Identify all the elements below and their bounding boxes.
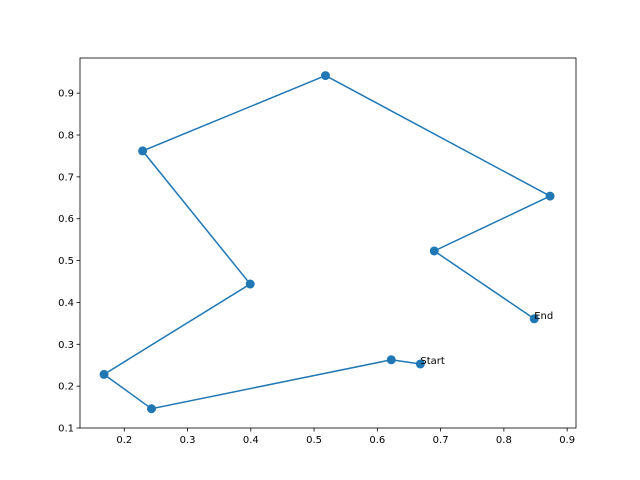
plot-area — [80, 58, 576, 428]
x-tick-label: 0.3 — [180, 435, 196, 446]
x-tick-label: 0.9 — [559, 435, 575, 446]
data-point — [146, 404, 156, 414]
y-tick-label: 0.5 — [58, 256, 74, 267]
data-point — [415, 359, 425, 369]
y-tick-label: 0.8 — [58, 131, 74, 142]
x-tick-label: 0.5 — [306, 435, 322, 446]
y-tick-label: 0.1 — [58, 424, 74, 435]
annotations: Start End — [420, 311, 553, 367]
data-point — [386, 355, 396, 365]
plot-frame — [79, 57, 577, 429]
y-tick-label: 0.4 — [58, 298, 74, 309]
data-point — [529, 314, 539, 324]
data-point — [429, 246, 439, 256]
annotation-start: Start — [420, 356, 445, 367]
x-tick-label: 0.2 — [116, 435, 132, 446]
y-tick-label: 0.9 — [58, 89, 74, 100]
y-tick-label: 0.2 — [58, 382, 74, 393]
y-tick-label: 0.7 — [58, 172, 74, 183]
data-points — [99, 71, 555, 414]
data-point — [99, 369, 109, 379]
annotation-end: End — [534, 311, 553, 322]
y-axis: 0.1 0.2 0.3 0.4 0.5 0.6 0.7 0.8 0.9 — [58, 89, 80, 435]
y-tick-label: 0.3 — [58, 340, 74, 351]
x-tick-label: 0.6 — [369, 435, 385, 446]
data-point — [138, 146, 148, 156]
x-tick-label: 0.7 — [433, 435, 449, 446]
y-tick-label: 0.6 — [58, 214, 74, 225]
x-tick-label: 0.4 — [243, 435, 259, 446]
data-point — [320, 71, 330, 81]
x-axis: 0.2 0.3 0.4 0.5 0.6 0.7 0.8 0.9 — [116, 428, 575, 446]
data-point — [545, 191, 555, 201]
data-point — [245, 279, 255, 289]
x-tick-label: 0.8 — [496, 435, 512, 446]
series-line — [102, 74, 552, 410]
